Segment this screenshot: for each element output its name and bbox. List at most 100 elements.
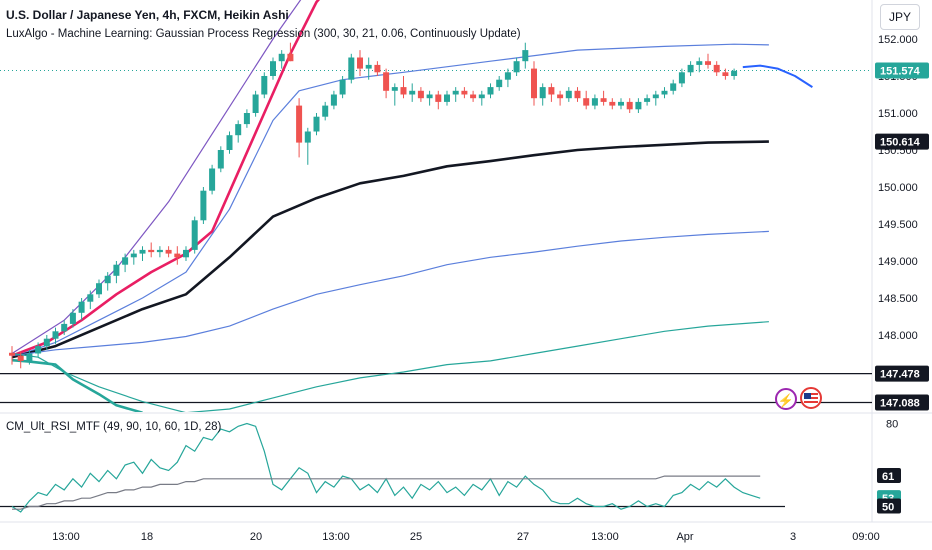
price-label-text: 147.478 xyxy=(880,369,920,381)
candle-body xyxy=(713,64,720,73)
candle-body xyxy=(365,64,372,69)
candle-body xyxy=(322,105,329,117)
us-flag-event-icon[interactable] xyxy=(800,387,822,409)
candle-body xyxy=(278,53,285,62)
candle-body xyxy=(296,105,303,143)
price-label-box xyxy=(875,133,929,150)
candle-body xyxy=(374,64,381,73)
candle-body xyxy=(156,249,163,253)
candle-body xyxy=(400,87,407,95)
price-tick-label: 148.500 xyxy=(878,293,918,305)
candle-body xyxy=(644,98,651,102)
candle-body xyxy=(339,79,346,95)
candle-body xyxy=(652,94,659,99)
candle-body xyxy=(174,253,181,258)
price-tick-label: 150.000 xyxy=(878,182,918,194)
candle-body xyxy=(122,257,129,265)
candle-body xyxy=(270,61,276,76)
candle-body xyxy=(287,53,294,62)
candle-body xyxy=(226,135,233,150)
price-label-text: 147.088 xyxy=(880,397,920,409)
candle-body xyxy=(444,94,450,102)
candle-body xyxy=(591,98,598,106)
candle-body xyxy=(104,275,111,284)
indicator-legend[interactable]: LuxAlgo - Machine Learning: Gaussian Pro… xyxy=(6,28,521,40)
candle-body xyxy=(626,101,633,110)
price-tick-label: 152.000 xyxy=(878,34,918,46)
rsi-indicator-legend[interactable]: CM_Ult_RSI_MTF (49, 90, 10, 60, 1D, 28) xyxy=(6,421,222,433)
candle-body xyxy=(217,150,224,169)
candle-body xyxy=(139,249,146,254)
candle-body xyxy=(113,264,120,276)
lightning-event-icon[interactable]: ⚡ xyxy=(775,388,797,410)
candle-body xyxy=(678,72,685,84)
candle-body xyxy=(304,131,311,143)
candle-body xyxy=(235,124,242,136)
candle-body xyxy=(696,61,703,65)
candle-body xyxy=(26,353,33,361)
price-label-box xyxy=(875,365,929,382)
line-mid xyxy=(11,140,769,359)
candle-body xyxy=(687,64,694,73)
candle-body xyxy=(565,90,572,99)
candle-body xyxy=(435,94,442,102)
price-pane xyxy=(0,0,872,412)
candle-body xyxy=(357,57,363,69)
candle-body xyxy=(470,94,477,99)
time-tick-label: 3 xyxy=(790,531,796,543)
candle-body xyxy=(661,90,668,95)
candle-body xyxy=(574,90,581,99)
candle-body xyxy=(670,83,677,91)
candle-body xyxy=(9,352,15,356)
candle-body xyxy=(409,90,416,95)
candle-body xyxy=(52,331,59,339)
line-forecast xyxy=(742,64,813,88)
time-tick-label: 25 xyxy=(410,531,422,543)
price-tick-label: 148.000 xyxy=(878,330,918,342)
time-tick-label: 09:00 xyxy=(852,531,880,543)
candle-body xyxy=(600,98,607,102)
candle-body xyxy=(261,76,268,95)
candle-body xyxy=(148,249,155,253)
candle-body xyxy=(618,101,624,106)
candle-body xyxy=(191,220,198,250)
rsi-tick-label: 80 xyxy=(886,419,898,431)
candle-body xyxy=(722,72,729,76)
candle-body xyxy=(391,87,398,91)
time-tick-label: 20 xyxy=(250,531,262,543)
rsi-line-rsi-mtf xyxy=(12,475,761,510)
candle-body xyxy=(478,94,485,99)
candle-body xyxy=(200,190,207,221)
rsi-label-text: 50 xyxy=(882,501,894,513)
rsi-label-text: 61 xyxy=(882,471,894,483)
price-tick-label: 149.500 xyxy=(878,219,918,231)
candle-body xyxy=(96,283,102,295)
candle-body xyxy=(348,57,355,80)
price-tick-label: 151.000 xyxy=(878,108,918,120)
candle-body xyxy=(705,61,711,65)
candle-body xyxy=(69,312,76,324)
candle-body xyxy=(243,113,250,125)
time-tick-label: 27 xyxy=(517,531,529,543)
candle-body xyxy=(313,116,320,132)
line-channel xyxy=(11,43,769,358)
candle-body xyxy=(43,338,50,347)
candle-body xyxy=(426,94,433,99)
candle-body xyxy=(183,249,189,258)
rsi-line-rsi xyxy=(11,422,761,513)
candle-body xyxy=(513,61,520,73)
time-tick-label: 13:00 xyxy=(52,531,80,543)
line-regression xyxy=(11,0,320,357)
candle-body xyxy=(330,94,337,106)
candle-body xyxy=(487,87,494,95)
candle-body xyxy=(130,253,137,258)
candle-body xyxy=(635,101,642,110)
candle-body xyxy=(539,87,546,99)
currency-button[interactable]: JPY xyxy=(880,4,920,30)
candle-body xyxy=(417,90,424,99)
candle-body xyxy=(609,101,616,106)
price-tick-label: 149.000 xyxy=(878,256,918,268)
candle-body xyxy=(452,90,459,95)
time-tick-label: 13:00 xyxy=(591,531,619,543)
price-label-text: 150.614 xyxy=(880,137,921,149)
